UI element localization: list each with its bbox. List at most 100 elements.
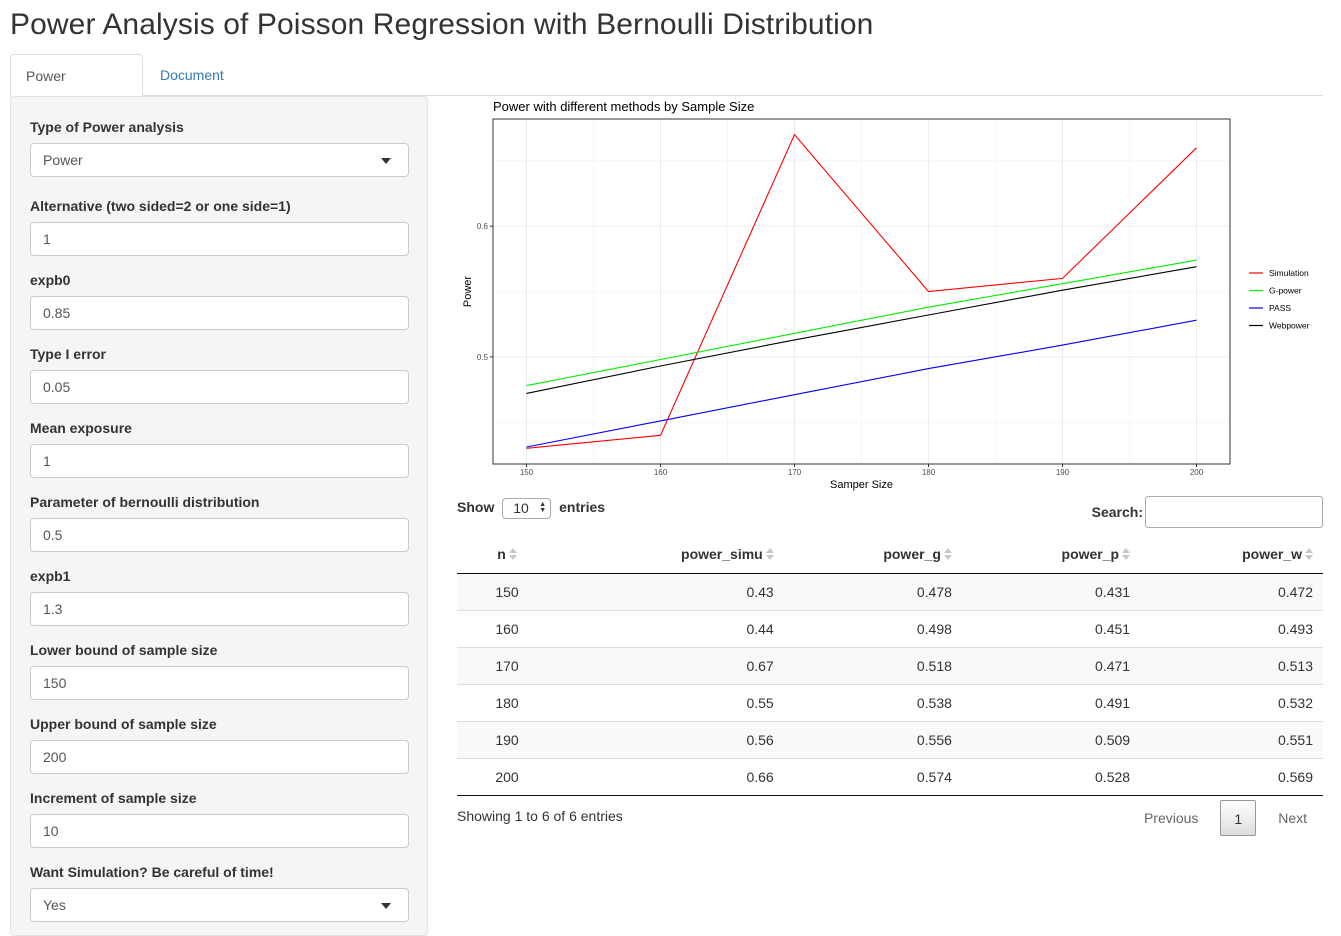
field-expb0: expb0 0.85 bbox=[30, 270, 409, 330]
column-header-n[interactable]: n bbox=[457, 535, 557, 574]
field-label: Type I error bbox=[30, 346, 106, 362]
field-bernoulli-param: Parameter of bernoulli distribution 0.5 bbox=[30, 492, 409, 552]
simulation-select[interactable]: Yes bbox=[30, 888, 409, 922]
power-chart: Power with different methods by Sample S… bbox=[457, 96, 1323, 492]
table-cell: 200 bbox=[457, 757, 557, 796]
table-cell: 150 bbox=[457, 572, 557, 610]
increment-input[interactable]: 10 bbox=[30, 814, 409, 848]
table-row: 190 0.56 0.556 0.509 0.551 bbox=[457, 720, 1323, 758]
series-line-webpower bbox=[526, 266, 1197, 394]
legend-label: Webpower bbox=[1269, 321, 1310, 331]
table-cell: 0.451 bbox=[961, 609, 1141, 647]
page-length-select[interactable]: 10 ▲ ▼ bbox=[502, 497, 552, 519]
field-alternative: Alternative (two sided=2 or one side=1) … bbox=[30, 196, 409, 256]
next-page-button[interactable]: Next bbox=[1278, 810, 1307, 826]
upper-bound-input[interactable]: 200 bbox=[30, 740, 409, 774]
header-label: power_simu bbox=[681, 545, 763, 562]
x-tick-label: 180 bbox=[922, 468, 936, 477]
table-cell: 0.431 bbox=[961, 572, 1141, 610]
type-i-error-input[interactable]: 0.05 bbox=[30, 370, 409, 404]
field-upper-bound: Upper bound of sample size 200 bbox=[30, 714, 409, 774]
table-cell: 0.538 bbox=[783, 683, 962, 721]
table-cell: 0.493 bbox=[1140, 609, 1323, 647]
field-label: Parameter of bernoulli distribution bbox=[30, 494, 260, 510]
tab-document[interactable]: Document bbox=[160, 67, 224, 83]
bernoulli-param-input[interactable]: 0.5 bbox=[30, 518, 409, 552]
table-row: 150 0.43 0.478 0.431 0.472 bbox=[457, 572, 1323, 610]
alternative-input[interactable]: 1 bbox=[30, 222, 409, 256]
show-label: Show bbox=[457, 499, 495, 515]
field-type-i-error: Type I error 0.05 bbox=[30, 344, 409, 404]
search-input[interactable] bbox=[1145, 496, 1323, 528]
field-label: Want Simulation? Be careful of time! bbox=[30, 864, 274, 880]
table-cell: 0.513 bbox=[1140, 646, 1323, 684]
column-header-power-g[interactable]: power_g bbox=[783, 535, 962, 574]
table-cell: 0.509 bbox=[961, 720, 1141, 758]
x-tick-label: 190 bbox=[1056, 468, 1070, 477]
field-expb1: expb1 1.3 bbox=[30, 566, 409, 626]
plot-border bbox=[492, 118, 1231, 465]
field-label: Upper bound of sample size bbox=[30, 716, 217, 732]
table-cell: 0.55 bbox=[557, 683, 784, 721]
sort-icon bbox=[1305, 548, 1313, 561]
power-type-select[interactable]: Power bbox=[30, 143, 409, 177]
header-label: power_g bbox=[883, 545, 941, 562]
page-1-button[interactable]: 1 bbox=[1220, 800, 1257, 836]
series-line-pass bbox=[526, 319, 1197, 448]
y-axis-label: Power bbox=[462, 276, 474, 308]
results-table: n power_simu power_g power_p power_w 150… bbox=[457, 535, 1323, 796]
select-value: Yes bbox=[43, 897, 66, 913]
field-label: Increment of sample size bbox=[30, 790, 197, 806]
table-info: Showing 1 to 6 of 6 entries bbox=[457, 808, 623, 824]
sort-icon bbox=[765, 548, 774, 561]
table-row: 200 0.66 0.574 0.528 0.569 bbox=[457, 757, 1323, 796]
column-header-power-simu[interactable]: power_simu bbox=[557, 535, 784, 574]
table-row: 160 0.44 0.498 0.451 0.493 bbox=[457, 609, 1323, 647]
field-simulation: Want Simulation? Be careful of time! Yes bbox=[30, 862, 409, 922]
caret-down-icon bbox=[381, 903, 391, 909]
previous-page-button[interactable]: Previous bbox=[1143, 810, 1199, 826]
select-value: Power bbox=[43, 152, 83, 168]
table-row: 170 0.67 0.518 0.471 0.513 bbox=[457, 646, 1323, 684]
expb0-input[interactable]: 0.85 bbox=[30, 296, 409, 330]
table-length-control: Show 10 ▲ ▼ entries bbox=[457, 496, 606, 519]
table-cell: 0.518 bbox=[783, 646, 962, 684]
lower-bound-input[interactable]: 150 bbox=[30, 666, 409, 700]
sort-icon bbox=[1122, 548, 1131, 561]
x-axis-label: Samper Size bbox=[830, 479, 893, 491]
mean-exposure-input[interactable]: 1 bbox=[30, 444, 409, 478]
field-label: Type of Power analysis bbox=[30, 119, 184, 135]
column-header-power-p[interactable]: power_p bbox=[961, 535, 1141, 574]
table-cell: 0.471 bbox=[961, 646, 1141, 684]
table-cell: 190 bbox=[457, 720, 557, 758]
legend-label: Simulation bbox=[1269, 268, 1309, 278]
field-power-type: Type of Power analysis Power bbox=[30, 117, 409, 177]
table-cell: 0.574 bbox=[783, 757, 962, 796]
caret-down-icon bbox=[381, 158, 391, 164]
table-cell: 0.472 bbox=[1140, 572, 1323, 610]
x-tick-label: 160 bbox=[654, 468, 668, 477]
table-cell: 0.478 bbox=[783, 572, 962, 610]
table-cell: 0.532 bbox=[1140, 683, 1323, 721]
legend-label: G-power bbox=[1269, 286, 1302, 296]
field-mean-exposure: Mean exposure 1 bbox=[30, 418, 409, 478]
header-label: power_w bbox=[1242, 545, 1302, 562]
table-cell: 0.528 bbox=[961, 757, 1141, 796]
search-label: Search: bbox=[1091, 504, 1143, 520]
entries-label: entries bbox=[559, 499, 606, 515]
x-tick-label: 150 bbox=[520, 468, 534, 477]
table-cell: 0.67 bbox=[557, 646, 784, 684]
y-tick-label: 0.6 bbox=[477, 222, 489, 231]
column-header-power-w[interactable]: power_w bbox=[1140, 535, 1323, 574]
chart-title: Power with different methods by Sample S… bbox=[493, 99, 754, 114]
expb1-input[interactable]: 1.3 bbox=[30, 592, 409, 626]
field-label: Alternative (two sided=2 or one side=1) bbox=[30, 198, 291, 214]
tab-power-analysis[interactable]: Power anaylysis bbox=[10, 54, 143, 126]
table-cell: 0.44 bbox=[557, 609, 784, 647]
x-tick-label: 170 bbox=[788, 468, 802, 477]
table-cell: 170 bbox=[457, 646, 557, 684]
tab-bar: Power anaylysis Document bbox=[10, 54, 1323, 126]
sort-icon bbox=[508, 548, 517, 561]
table-cell: 0.491 bbox=[961, 683, 1141, 721]
field-label: Lower bound of sample size bbox=[30, 642, 218, 658]
